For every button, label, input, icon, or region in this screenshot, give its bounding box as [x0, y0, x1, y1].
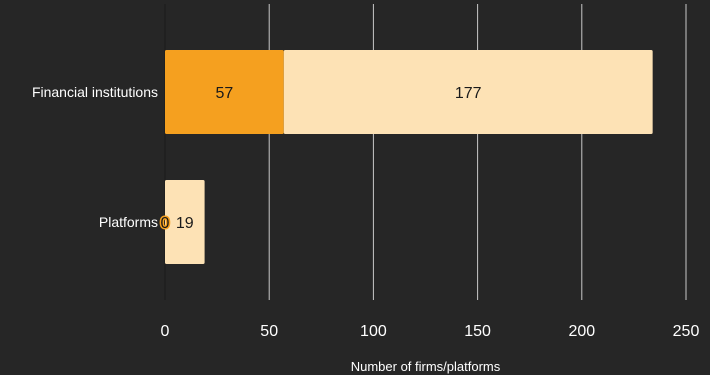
bar-0-1 [283, 50, 653, 134]
x-tick-label-4: 200 [568, 323, 595, 340]
x-tick-label-3: 150 [464, 323, 491, 340]
category-label-1: Platforms [99, 214, 158, 230]
data-label-0-0: 57 [215, 85, 233, 102]
data-label-0-1: 177 [455, 85, 482, 102]
data-label-1-0: 0 [161, 215, 170, 232]
category-label-0: Financial institutions [32, 84, 158, 100]
x-tick-label-2: 100 [360, 323, 387, 340]
bar-1-1 [165, 180, 205, 264]
x-tick-label-5: 250 [673, 323, 700, 340]
bar-0-0 [165, 50, 284, 134]
x-axis-title: Number of firms/platforms [351, 359, 501, 374]
x-tick-label-1: 50 [260, 323, 278, 340]
x-tick-label-0: 0 [161, 323, 170, 340]
data-label-1-1: 19 [176, 215, 194, 232]
